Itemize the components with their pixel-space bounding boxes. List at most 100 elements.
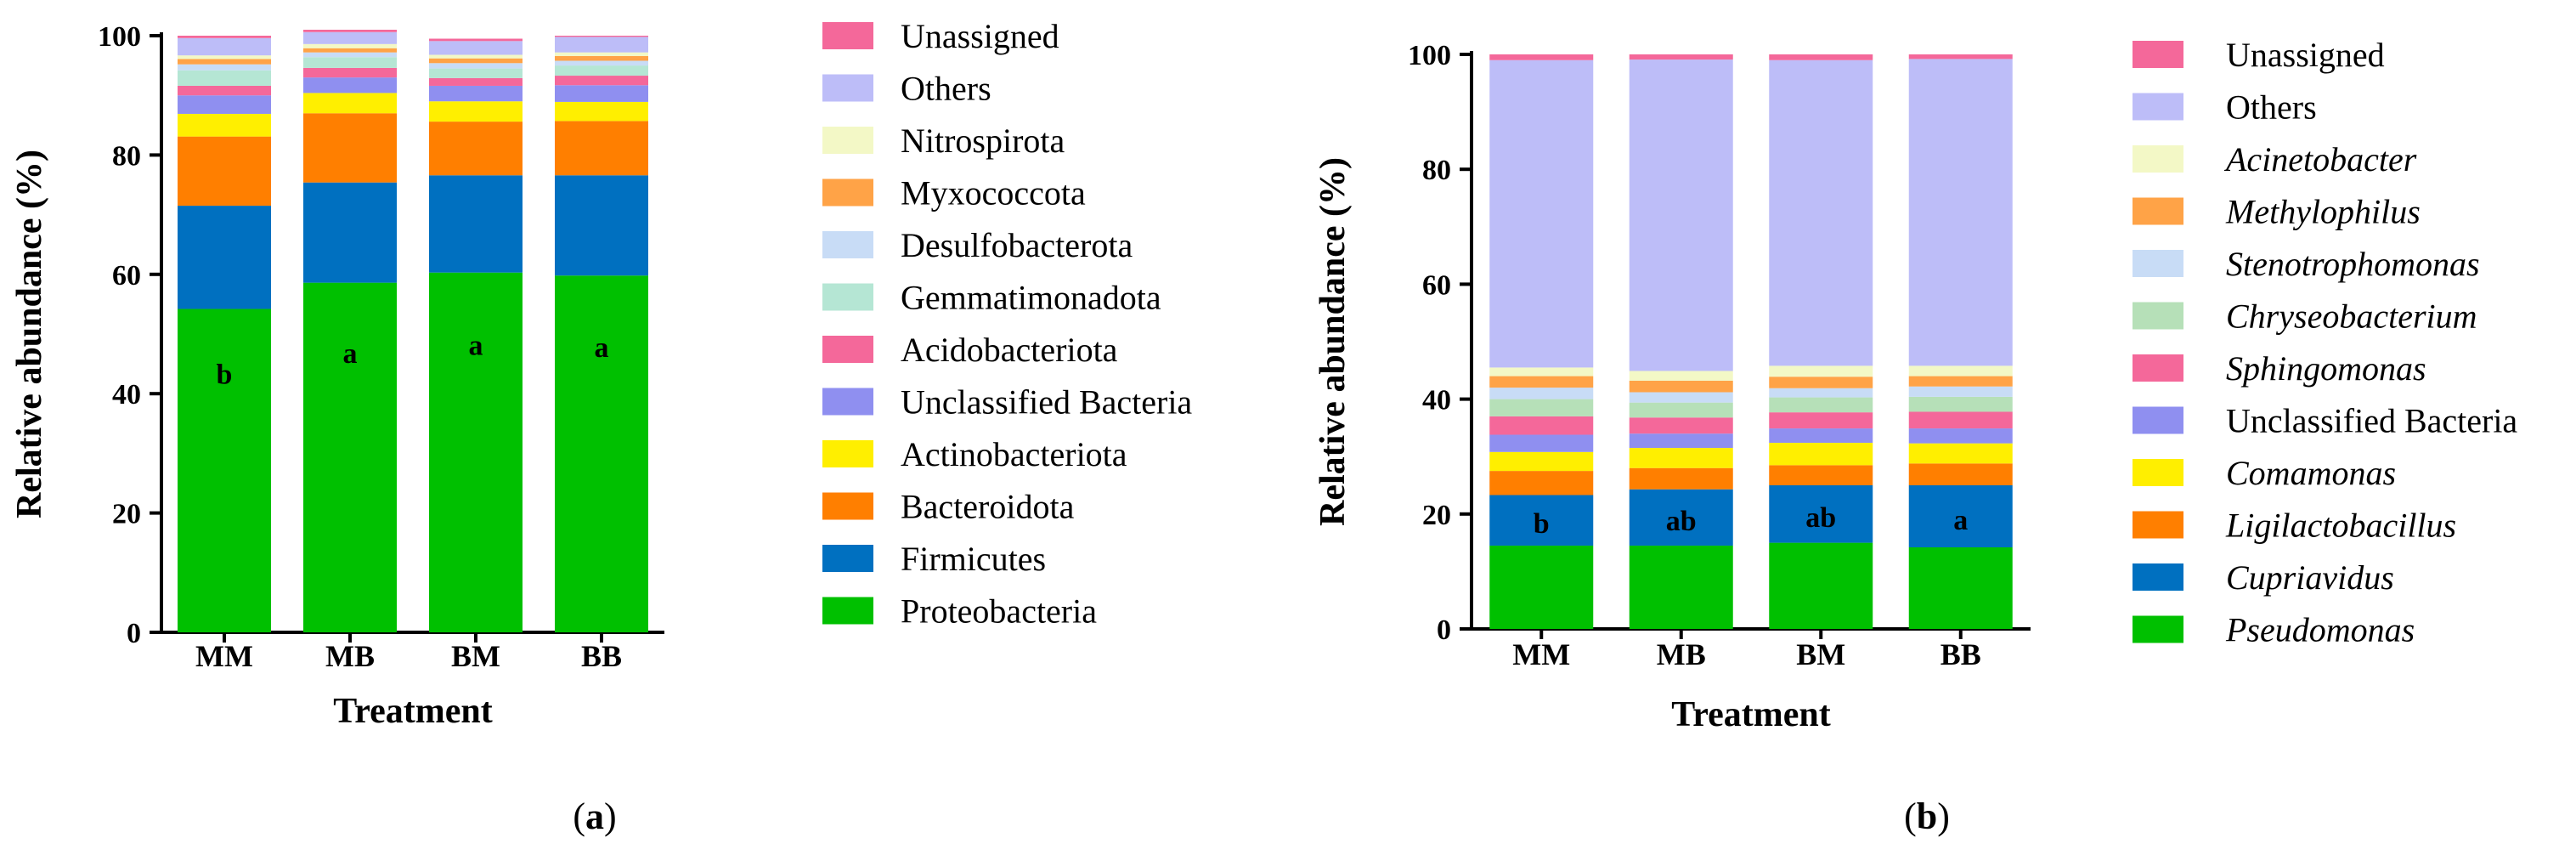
c1-bar-MM-seg-9 [1489,367,1594,377]
c0-legend-swatch-10 [822,545,873,572]
c1-bar-BM-seg-5 [1769,412,1873,429]
c1-bar-MB-seg-11 [1629,54,1733,60]
c0-significance-label-2: a [469,330,483,361]
c1-legend-swatch-4 [2133,250,2183,277]
c0-legend-label-1: Others [901,70,991,108]
c0-legend-swatch-8 [822,440,873,467]
c0-legend-swatch-0 [822,22,873,49]
c0-legend-label-5: Gemmatimonadota [901,279,1161,317]
c0-bar-MB-seg-4 [303,77,397,93]
c1-bar-BM-seg-8 [1769,377,1873,388]
c0-bar-BB-seg-6 [555,65,648,76]
c0-bar-BB-seg-11 [555,36,648,37]
c1-legend-label-6: Sphingomonas [2226,349,2426,388]
c1-bar-MM-seg-6 [1489,399,1594,416]
c0-bar-BM-seg-5 [429,77,523,86]
c0-bar-BM-seg-10 [429,41,523,55]
c0-y-axis-title: Relative abundance (%) [10,150,49,518]
c1-bar-MB-seg-9 [1629,371,1733,381]
c0-significance-label-0: b [217,360,233,391]
c0-bar-BM-seg-9 [429,54,523,59]
c1-bar-MM-seg-1 [1489,495,1594,546]
c0-bar-MM-seg-4 [178,95,271,114]
c1-bar-MM-seg-0 [1489,545,1594,629]
c1-bar-BM-seg-0 [1769,542,1873,629]
c0-legend-label-10: Firmicutes [901,540,1046,578]
c0-legend-swatch-2 [822,127,873,154]
c1-bar-MB-seg-10 [1629,59,1733,371]
c1-bar-BM-seg-2 [1769,465,1873,485]
c0-bar-MM-seg-2 [178,136,271,207]
c0-bar-MB-seg-7 [303,52,397,58]
c0-x-tick-label-3: BB [581,639,622,673]
c1-y-tick-label-1: 20 [1422,500,1451,531]
c1-bar-BB-seg-9 [1908,365,2013,377]
c0-y-tick-label-3: 60 [112,260,141,292]
c1-bar-BB-seg-2 [1908,463,2013,485]
c0-legend-swatch-3 [822,178,873,207]
c1-bar-BB-seg-4 [1908,428,2013,444]
c1-legend-label-4: Stenotrophomonas [2226,245,2480,283]
c0-bar-BM-seg-8 [429,58,523,64]
c0-x-tick-label-0: MM [195,639,253,673]
c0-legend-label-6: Acidobacteriota [901,331,1118,369]
c0-bar-BB-seg-5 [555,76,648,86]
c0-bar-BM-seg-1 [429,175,523,273]
c0-legend-label-4: Desulfobacterota [901,226,1133,264]
c1-bar-BM-seg-10 [1769,59,1873,366]
c1-significance-label-1: ab [1666,506,1697,537]
c0-legend-swatch-4 [822,231,873,258]
c0-bar-BM-seg-7 [429,63,523,69]
c0-legend-swatch-1 [822,74,873,102]
c0-bar-MB-seg-1 [303,182,397,283]
c1-legend-label-5: Chryseobacterium [2226,297,2477,336]
c1-bar-BB-seg-3 [1908,443,2013,464]
c1-bar-MM-seg-2 [1489,471,1594,495]
c0-bar-MB-seg-5 [303,67,397,78]
c0-y-tick-label-4: 80 [112,140,141,172]
c0-bar-MB-seg-0 [303,282,397,632]
c0-x-tick-label-1: MB [325,639,375,673]
c1-bar-MB-seg-4 [1629,433,1733,449]
c1-y-tick-label-2: 40 [1422,385,1451,416]
c1-legend-label-3: Methylophilus [2225,193,2421,231]
c0-bar-BB-seg-9 [555,52,648,56]
c1-legend-swatch-1 [2133,93,2183,121]
c1-legend-swatch-3 [2133,197,2183,225]
c0-bar-MB-seg-2 [303,113,397,183]
c1-bar-MB-seg-7 [1629,392,1733,403]
c1-legend-swatch-9 [2133,511,2183,539]
c0-significance-label-1: a [343,338,358,370]
c0-legend-swatch-6 [822,336,873,363]
c1-bar-MM-seg-5 [1489,416,1594,435]
c1-x-tick-label-3: BB [1940,637,1981,671]
c0-bar-BM-seg-0 [429,272,523,632]
c0-legend-swatch-5 [822,283,873,311]
c1-bar-BM-seg-4 [1769,428,1873,443]
c1-significance-label-3: a [1953,505,1968,536]
c0-bar-MM-seg-10 [178,37,271,56]
c1-bar-BB-seg-1 [1908,485,2013,548]
c1-x-tick-label-2: BM [1796,637,1845,671]
c1-bar-MB-seg-0 [1629,545,1733,629]
c0-bar-BM-seg-4 [429,85,523,102]
c1-legend-swatch-10 [2133,563,2183,591]
c1-bar-BM-seg-7 [1769,388,1873,398]
c1-bar-BM-seg-11 [1769,54,1873,60]
c1-bar-MM-seg-8 [1489,376,1594,388]
c1-x-tick-label-1: MB [1657,637,1706,671]
c1-bar-BM-seg-1 [1769,485,1873,543]
c1-legend-label-1: Others [2226,88,2317,127]
c1-bar-MM-seg-3 [1489,451,1594,472]
c1-bar-BM-seg-3 [1769,442,1873,466]
c0-x-tick-label-2: BM [451,639,500,673]
c1-y-tick-label-3: 60 [1422,269,1451,301]
c0-bar-BB-seg-2 [555,121,648,176]
c0-bar-BM-seg-3 [429,101,523,122]
c1-y-tick-label-4: 80 [1422,155,1451,186]
c0-legend-label-2: Nitrospirota [901,122,1065,160]
c0-x-axis-title: Treatment [333,692,492,731]
c0-bar-MM-seg-7 [178,64,271,71]
c0-bar-BM-seg-11 [429,38,523,42]
